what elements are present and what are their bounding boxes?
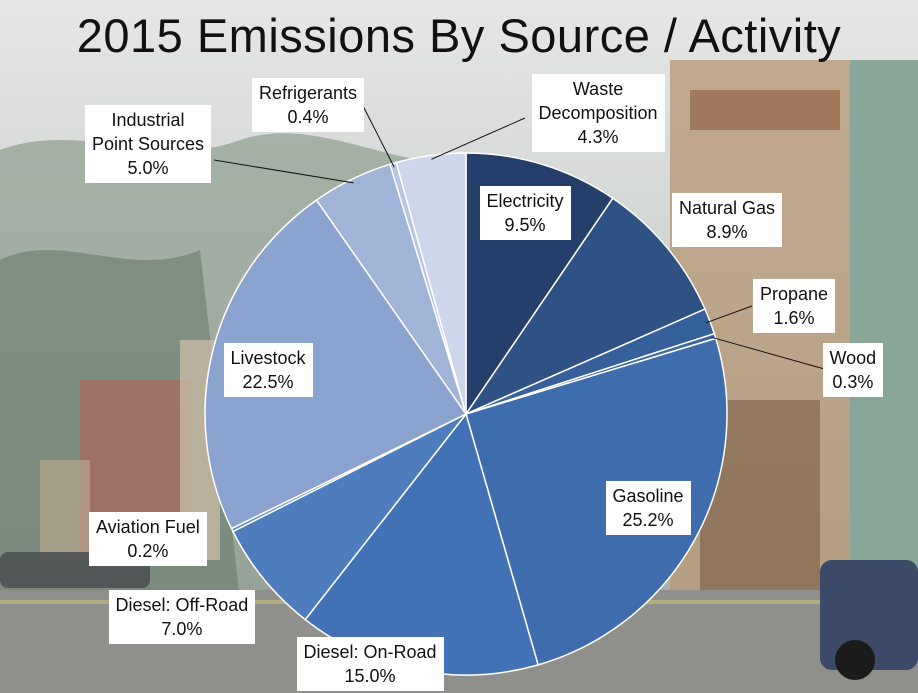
data-label-value: 0.3% xyxy=(832,372,874,392)
data-label-natural-gas: Natural Gas 8.9% xyxy=(672,193,783,247)
chart-title: 2015 Emissions By Source / Activity xyxy=(76,9,842,62)
data-label-name: Natural Gas xyxy=(679,198,776,218)
data-label-electricity: Electricity 9.5% xyxy=(479,186,571,240)
data-label-value: 9.5% xyxy=(504,215,546,235)
data-label-wood: Wood 0.3% xyxy=(822,343,884,397)
data-label-name: Decomposition xyxy=(538,103,658,123)
data-label-value: 5.0% xyxy=(127,158,169,178)
pie-slice-gasoline xyxy=(465,337,728,666)
leader-lines xyxy=(213,95,829,371)
data-label-name: Electricity xyxy=(486,191,564,211)
pie-slices xyxy=(204,152,728,676)
leader-line xyxy=(213,159,354,184)
data-label-aviation-fuel: Aviation Fuel 0.2% xyxy=(89,512,207,566)
data-label-value: 1.6% xyxy=(773,308,815,328)
data-label-name: Refrigerants xyxy=(259,83,358,103)
data-label-diesel-on-road: Diesel: On-Road 15.0% xyxy=(296,637,444,691)
data-label-livestock: Livestock 22.5% xyxy=(223,343,313,397)
data-label-waste-decomposition: Waste Decomposition 4.3% xyxy=(531,74,665,152)
data-label-name: Diesel: Off-Road xyxy=(115,595,249,615)
data-label-value: 7.0% xyxy=(161,619,203,639)
data-label-propane: Propane 1.6% xyxy=(753,279,836,333)
data-label-value: 25.2% xyxy=(622,510,674,530)
data-label-name: Livestock xyxy=(230,348,306,368)
data-label-name: Waste xyxy=(572,79,624,99)
data-label-name: Diesel: On-Road xyxy=(303,642,437,662)
data-label-value: 22.5% xyxy=(242,372,294,392)
pie-slice-natural-gas xyxy=(463,197,706,416)
leader-line xyxy=(711,336,829,371)
data-label-value: 4.3% xyxy=(577,127,619,147)
data-label-name: Gasoline xyxy=(612,486,684,506)
pie-slice-waste-decomposition xyxy=(395,152,467,415)
data-label-name: Wood xyxy=(829,348,877,368)
leader-line xyxy=(706,305,753,324)
leader-line xyxy=(431,117,526,160)
data-label-refrigerants: Refrigerants 0.4% xyxy=(252,78,365,132)
data-label-name: Point Sources xyxy=(92,134,205,154)
data-label-name: Aviation Fuel xyxy=(96,517,200,537)
data-label-name: Propane xyxy=(760,284,829,304)
data-label-name: Industrial xyxy=(111,110,185,130)
data-label-diesel-off-road: Diesel: Off-Road 7.0% xyxy=(108,590,256,644)
data-label-gasoline: Gasoline 25.2% xyxy=(605,481,691,535)
data-label-industrial-point-sources: Industrial Point Sources 5.0% xyxy=(85,105,212,183)
data-label-value: 8.9% xyxy=(706,222,748,242)
data-label-value: 0.4% xyxy=(287,107,329,127)
data-label-value: 15.0% xyxy=(344,666,396,686)
pie-slice-livestock xyxy=(204,199,468,530)
data-label-value: 0.2% xyxy=(127,541,169,561)
pie-slice-diesel-off-road xyxy=(231,413,467,621)
